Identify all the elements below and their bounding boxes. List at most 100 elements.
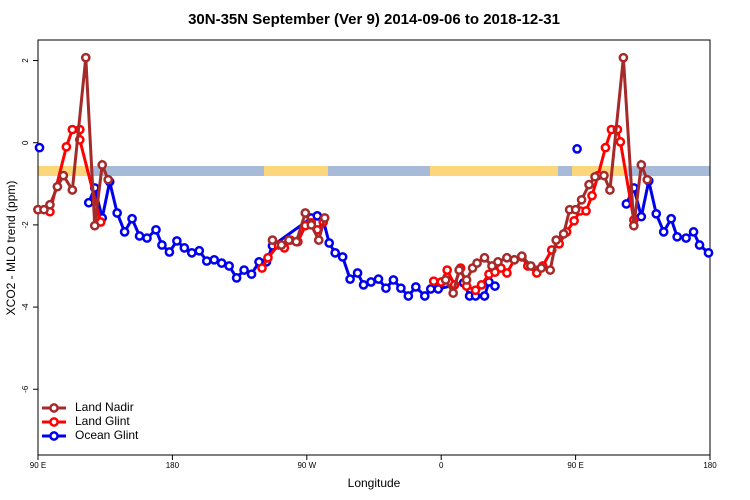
data-point [558, 229, 569, 239]
data-point [694, 240, 705, 250]
y-tick-label: 2 [21, 58, 30, 63]
x-axis-label: Longitude [348, 476, 401, 490]
land-ocean-strip [38, 166, 710, 176]
x-tick-label: 90 E [30, 461, 46, 470]
data-point [587, 190, 597, 201]
data-point [636, 211, 647, 222]
data-point [330, 247, 341, 258]
ocean-band [38, 166, 710, 176]
data-point [545, 265, 556, 275]
legend-marker [49, 417, 59, 427]
data-point [239, 265, 249, 275]
data-point [164, 247, 175, 257]
data-point [127, 213, 137, 224]
data-point [61, 141, 72, 152]
y-tick-label: -6 [21, 385, 30, 393]
data-point [267, 235, 278, 245]
data-point [454, 265, 464, 275]
data-point [284, 235, 294, 245]
land-band [264, 166, 328, 176]
data-point [688, 227, 699, 237]
data-point [642, 174, 653, 185]
data-point [516, 251, 527, 261]
data-point [493, 257, 503, 267]
legend-label: Ocean Glint [75, 428, 139, 442]
data-point [569, 215, 579, 226]
data-point [658, 227, 669, 237]
data-point [216, 258, 227, 268]
data-point [209, 254, 220, 265]
data-point [618, 52, 629, 63]
data-point [703, 247, 714, 258]
x-tick-label: 180 [703, 461, 717, 470]
data-point [358, 280, 369, 290]
data-point [666, 213, 677, 224]
data-point [67, 185, 78, 195]
data-point [58, 170, 69, 181]
data-point [157, 240, 167, 250]
data-point [615, 137, 626, 147]
legend-label: Land Nadir [75, 400, 134, 414]
data-point [388, 275, 399, 285]
data-point [442, 265, 453, 275]
y-axis-label: XCO2 - MLO trend (ppm) [4, 181, 18, 316]
data-point [651, 208, 662, 219]
data-point [39, 204, 49, 215]
data-point [366, 277, 376, 287]
data-point [570, 204, 581, 215]
legend-marker [49, 431, 59, 441]
x-tick-label: 180 [166, 461, 180, 470]
data-point [410, 282, 421, 292]
data-point [581, 206, 591, 216]
data-point [396, 283, 406, 294]
data-point [584, 179, 594, 190]
data-point [472, 258, 482, 268]
data-point [381, 283, 391, 294]
data-point [257, 263, 267, 273]
data-point [479, 291, 490, 301]
data-point [403, 291, 414, 301]
data-point [600, 142, 611, 153]
data-point [179, 243, 190, 253]
data-point [112, 208, 122, 218]
y-tick-label: 0 [21, 140, 30, 145]
data-point [536, 263, 547, 273]
data-point [373, 274, 384, 284]
data-point [470, 285, 481, 296]
x-tick-label: 90 E [567, 461, 583, 470]
plot-frame [37, 39, 711, 456]
data-point [502, 268, 512, 278]
data-point [428, 276, 439, 287]
data-point [172, 236, 182, 246]
data-point [306, 220, 317, 230]
data-point [672, 231, 682, 242]
data-point [300, 208, 311, 218]
data-point [89, 220, 100, 231]
y-tick-label: -4 [21, 303, 30, 311]
data-point [440, 275, 451, 285]
data-point [231, 273, 242, 283]
data-point [194, 245, 205, 256]
data-point [34, 142, 45, 153]
data-point [572, 144, 582, 154]
data-point [142, 233, 152, 243]
data-point [313, 235, 324, 245]
data-point [345, 274, 355, 284]
chart-title: 30N-35N September (Ver 9) 2014-09-06 to … [188, 11, 560, 28]
data-point [67, 124, 78, 135]
data-point [319, 213, 330, 223]
data-point [636, 160, 647, 170]
data-point [80, 52, 91, 63]
data-point [628, 220, 639, 231]
data-point [337, 252, 348, 262]
data-point [224, 261, 234, 271]
data-point [461, 275, 472, 285]
legend-label: Land Glint [75, 414, 130, 428]
data-point [605, 185, 615, 195]
data-point [621, 199, 632, 209]
data-point [590, 171, 600, 182]
data-point [324, 238, 335, 248]
data-point [479, 252, 490, 263]
data-point [97, 160, 108, 170]
